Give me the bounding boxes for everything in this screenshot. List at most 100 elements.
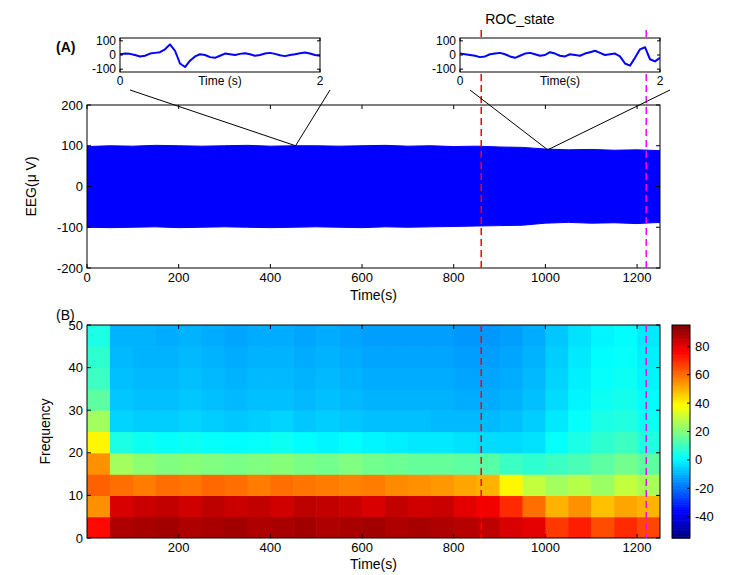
- heat-cell: [179, 495, 203, 517]
- heat-cell: [110, 389, 134, 411]
- heat-cell: [591, 495, 615, 517]
- page: {"chart_data": [ {"type": "area", "label…: [0, 0, 746, 575]
- heat-cell: [591, 410, 615, 432]
- heat-cell: [454, 325, 478, 347]
- heat-cell: [87, 517, 111, 538]
- y-tick: [656, 452, 660, 453]
- heat-cell: [500, 517, 524, 538]
- heat-cell: [179, 368, 203, 390]
- heat-cell: [247, 325, 271, 347]
- inset-trace: [120, 44, 320, 67]
- heat-cell: [568, 346, 592, 368]
- colorbar-frame: [672, 325, 690, 538]
- heat-cell: [500, 325, 524, 347]
- heat-cell: [247, 495, 271, 517]
- inset-background: [120, 38, 320, 72]
- colorbar-tick: [687, 516, 690, 517]
- heat-cell: [477, 474, 501, 496]
- heat-cell: [110, 346, 134, 368]
- heat-cell: [614, 453, 638, 475]
- inset-plot-area: [460, 47, 660, 65]
- heat-cell: [500, 474, 524, 496]
- y-tick-label: -100: [432, 62, 456, 76]
- y-tick: [656, 227, 660, 228]
- heat-cell: [385, 495, 409, 517]
- heat-cell: [156, 389, 180, 411]
- inset-connector: [130, 90, 296, 146]
- x-tick: [453, 105, 454, 109]
- x-tick: [545, 105, 546, 109]
- y-tick-label: 0: [76, 179, 83, 194]
- heat-cell: [408, 410, 432, 432]
- inset-x-title: Time(s): [540, 74, 580, 88]
- heat-cell: [431, 495, 455, 517]
- heat-cell: [316, 453, 340, 475]
- heat-cell: [637, 410, 660, 432]
- heat-cell: [385, 325, 409, 347]
- heat-cell: [87, 325, 111, 347]
- heat-cell: [362, 368, 386, 390]
- heat-cell: [477, 517, 501, 538]
- heat-cell: [545, 517, 569, 538]
- heat-cell: [431, 410, 455, 432]
- heat-cell: [293, 453, 317, 475]
- y-axis-title: Frequency: [37, 398, 53, 464]
- y-tick-label: 100: [61, 138, 83, 153]
- heat-cell: [225, 389, 249, 411]
- heat-cell: [362, 346, 386, 368]
- heat-cell: [385, 432, 409, 454]
- heat-cell: [568, 432, 592, 454]
- heat-cell: [614, 495, 638, 517]
- heat-cell: [591, 346, 615, 368]
- heat-cell: [614, 325, 638, 347]
- plot-frame: [460, 38, 660, 72]
- x-tick: [637, 534, 638, 538]
- heat-cell: [87, 453, 111, 475]
- x-tick-label: 1200: [623, 270, 652, 285]
- x-tick: [362, 534, 363, 538]
- heat-cell: [247, 410, 271, 432]
- heat-cell: [545, 410, 569, 432]
- heat-cell: [87, 474, 111, 496]
- inset-connector: [296, 90, 330, 146]
- heat-cell: [477, 495, 501, 517]
- y-tick-label: 100: [96, 34, 116, 48]
- heat-cell: [500, 453, 524, 475]
- heat-cell: [454, 495, 478, 517]
- y-axis-title: EEG(μ V): [23, 156, 39, 216]
- heat-cell: [431, 325, 455, 347]
- y-tick: [87, 145, 91, 146]
- colorbar-tick: [687, 346, 690, 347]
- heat-cell: [591, 517, 615, 538]
- y-tick: [656, 410, 660, 411]
- heat-cell: [316, 325, 340, 347]
- colorbar-tick: [687, 403, 690, 404]
- y-tick-label: 100: [436, 34, 456, 48]
- heat-cell: [477, 368, 501, 390]
- heat-cell: [362, 517, 386, 538]
- heat-cell: [385, 453, 409, 475]
- heat-cell: [156, 410, 180, 432]
- heat-cell: [202, 517, 226, 538]
- x-tick: [453, 534, 454, 538]
- heat-cell: [454, 410, 478, 432]
- heat-cell: [225, 517, 249, 538]
- heat-cell: [270, 495, 294, 517]
- eeg-lower: [87, 222, 660, 227]
- heat-cell: [316, 346, 340, 368]
- heat-cell: [110, 368, 134, 390]
- heat-cell: [270, 346, 294, 368]
- heat-cell: [431, 346, 455, 368]
- heat-cell: [316, 432, 340, 454]
- x-tick-label: 600: [351, 270, 373, 285]
- heat-cell: [591, 474, 615, 496]
- eeg-upper: [87, 145, 660, 150]
- y-tick: [87, 227, 91, 228]
- heat-cell: [408, 432, 432, 454]
- heat-cell: [522, 474, 546, 496]
- colorbar-tick-label: 0: [695, 452, 702, 467]
- heat-cell: [133, 432, 157, 454]
- x-tick-label: 0: [117, 74, 124, 88]
- heat-cell: [522, 517, 546, 538]
- heat-cell: [225, 495, 249, 517]
